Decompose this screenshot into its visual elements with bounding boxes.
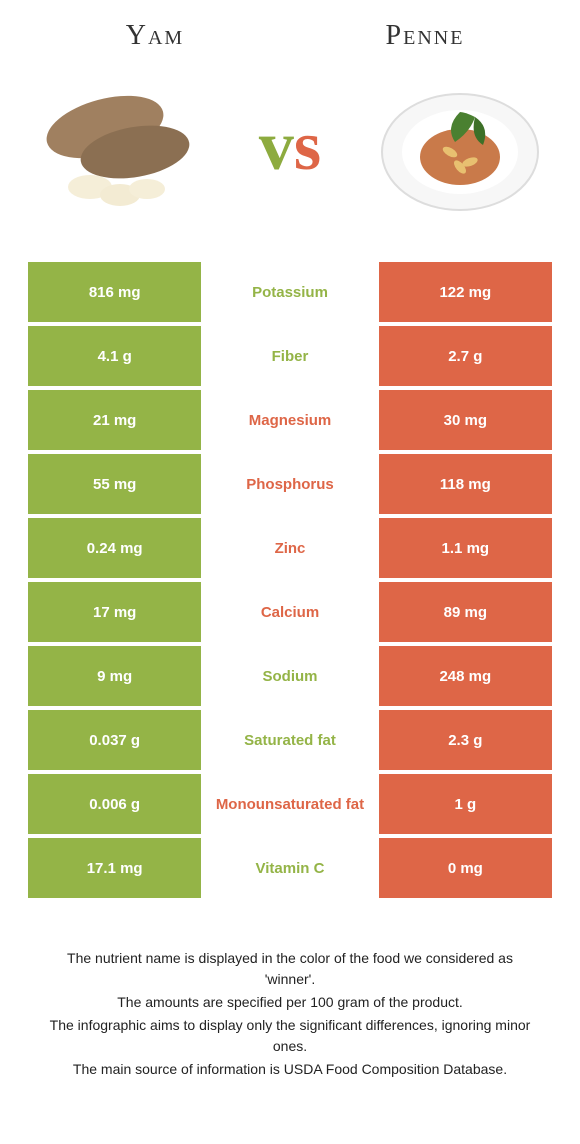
value-left: 17 mg — [28, 582, 201, 642]
table-row: 0.006 gMonounsaturated fat1 g — [28, 774, 552, 834]
vs-label: vs — [259, 107, 321, 187]
nutrient-name: Monounsaturated fat — [203, 774, 376, 834]
table-row: 55 mgPhosphorus118 mg — [28, 454, 552, 514]
nutrient-name: Fiber — [203, 326, 376, 386]
footer-line: The infographic aims to display only the… — [40, 1015, 540, 1057]
value-left: 55 mg — [28, 454, 201, 514]
value-right: 1.1 mg — [379, 518, 552, 578]
value-left: 0.24 mg — [28, 518, 201, 578]
nutrient-name: Potassium — [203, 262, 376, 322]
value-left: 4.1 g — [28, 326, 201, 386]
table-row: 816 mgPotassium122 mg — [28, 262, 552, 322]
table-row: 17 mgCalcium89 mg — [28, 582, 552, 642]
images-row: vs — [30, 72, 550, 222]
value-left: 9 mg — [28, 646, 201, 706]
penne-image — [370, 72, 550, 222]
value-right: 2.7 g — [379, 326, 552, 386]
footer: The nutrient name is displayed in the co… — [20, 948, 560, 1080]
table-row: 17.1 mgVitamin C0 mg — [28, 838, 552, 898]
value-right: 248 mg — [379, 646, 552, 706]
vs-s: s — [294, 108, 321, 185]
footer-line: The nutrient name is displayed in the co… — [40, 948, 540, 990]
footer-line: The amounts are specified per 100 gram o… — [40, 992, 540, 1013]
food-title-right: Penne — [290, 20, 560, 52]
table-row: 4.1 gFiber2.7 g — [28, 326, 552, 386]
comparison-table: 816 mgPotassium122 mg4.1 gFiber2.7 g21 m… — [28, 262, 552, 898]
table-row: 21 mgMagnesium30 mg — [28, 390, 552, 450]
value-left: 17.1 mg — [28, 838, 201, 898]
value-right: 1 g — [379, 774, 552, 834]
value-left: 0.037 g — [28, 710, 201, 770]
nutrient-name: Zinc — [203, 518, 376, 578]
value-left: 0.006 g — [28, 774, 201, 834]
value-left: 816 mg — [28, 262, 201, 322]
footer-line: The main source of information is USDA F… — [40, 1059, 540, 1080]
vs-v: v — [259, 108, 294, 185]
table-row: 9 mgSodium248 mg — [28, 646, 552, 706]
food-title-left: Yam — [20, 20, 290, 52]
value-right: 122 mg — [379, 262, 552, 322]
table-row: 0.24 mgZinc1.1 mg — [28, 518, 552, 578]
nutrient-name: Phosphorus — [203, 454, 376, 514]
nutrient-name: Calcium — [203, 582, 376, 642]
value-right: 89 mg — [379, 582, 552, 642]
value-left: 21 mg — [28, 390, 201, 450]
value-right: 118 mg — [379, 454, 552, 514]
nutrient-name: Sodium — [203, 646, 376, 706]
value-right: 2.3 g — [379, 710, 552, 770]
table-row: 0.037 gSaturated fat2.3 g — [28, 710, 552, 770]
value-right: 0 mg — [379, 838, 552, 898]
value-right: 30 mg — [379, 390, 552, 450]
header: Yam Penne — [20, 20, 560, 52]
nutrient-name: Magnesium — [203, 390, 376, 450]
yam-image — [30, 72, 210, 222]
nutrient-name: Vitamin C — [203, 838, 376, 898]
nutrient-name: Saturated fat — [203, 710, 376, 770]
